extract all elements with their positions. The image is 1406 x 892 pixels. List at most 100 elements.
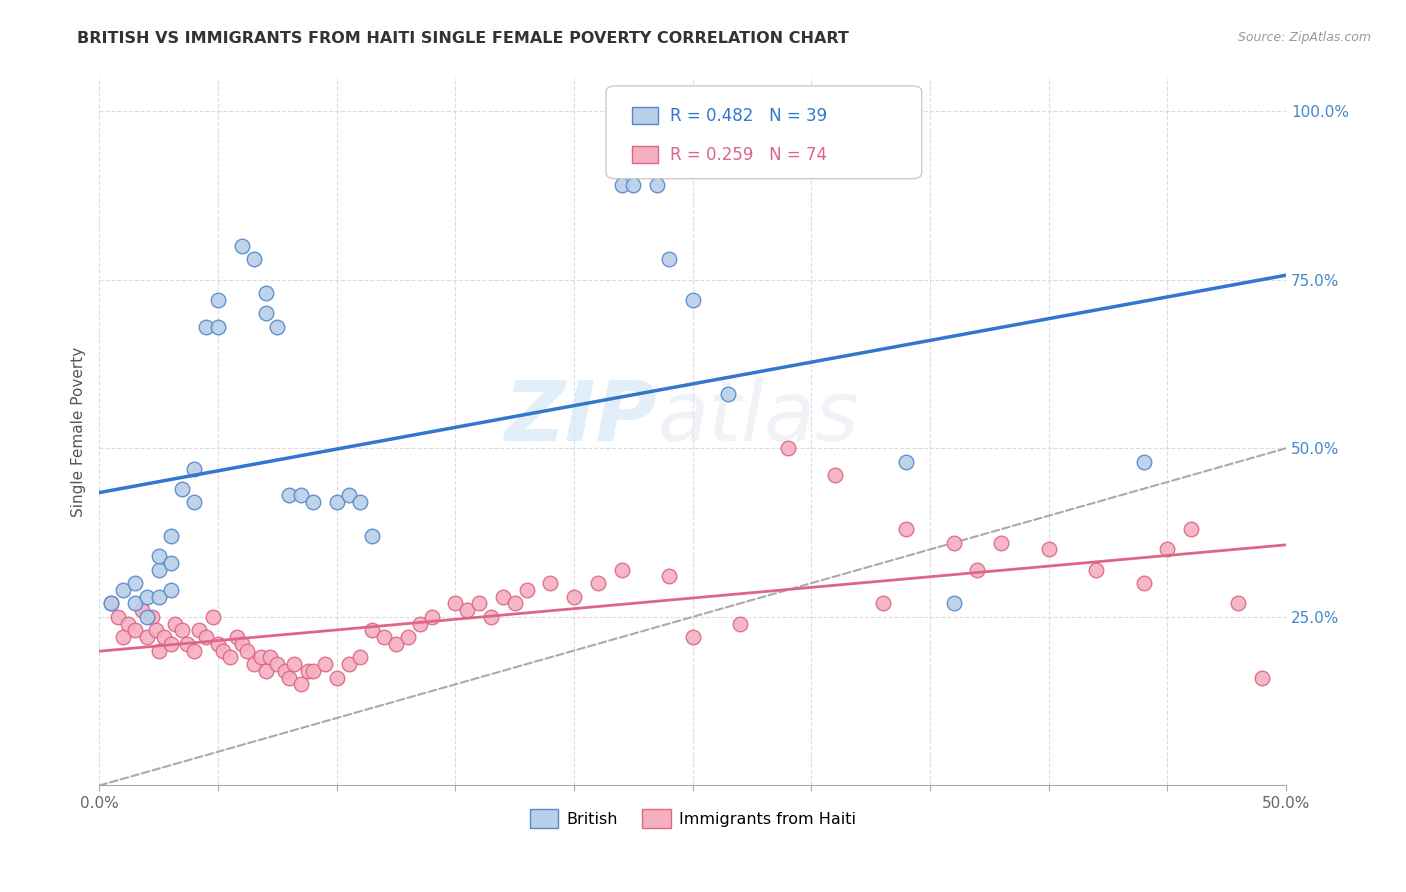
- Point: [183, 495, 205, 509]
- Point: [776, 442, 799, 456]
- Point: [297, 664, 319, 678]
- Point: [717, 387, 740, 401]
- Point: [290, 677, 312, 691]
- Point: [1227, 596, 1250, 610]
- Point: [538, 576, 561, 591]
- Point: [172, 624, 194, 638]
- Point: [254, 664, 277, 678]
- Point: [226, 630, 249, 644]
- Point: [872, 596, 894, 610]
- Point: [242, 657, 264, 671]
- Point: [373, 630, 395, 644]
- Text: atlas: atlas: [657, 376, 859, 458]
- Point: [273, 664, 295, 678]
- Point: [188, 624, 211, 638]
- Point: [349, 650, 371, 665]
- Point: [516, 582, 538, 597]
- Point: [135, 610, 157, 624]
- Point: [409, 616, 432, 631]
- Point: [1085, 563, 1108, 577]
- Point: [326, 495, 349, 509]
- Point: [456, 603, 478, 617]
- Point: [278, 671, 301, 685]
- Point: [148, 549, 170, 564]
- Point: [824, 468, 846, 483]
- Point: [385, 637, 408, 651]
- Point: [420, 610, 443, 624]
- Point: [610, 178, 633, 193]
- Text: Source: ZipAtlas.com: Source: ZipAtlas.com: [1237, 31, 1371, 45]
- Point: [621, 178, 644, 193]
- Point: [141, 610, 163, 624]
- FancyBboxPatch shape: [633, 107, 658, 124]
- Point: [290, 488, 312, 502]
- Point: [159, 582, 181, 597]
- Point: [176, 637, 198, 651]
- Legend: British, Immigrants from Haiti: British, Immigrants from Haiti: [523, 803, 862, 834]
- Point: [148, 643, 170, 657]
- Point: [990, 535, 1012, 549]
- Point: [266, 657, 288, 671]
- Point: [302, 495, 325, 509]
- Point: [165, 616, 187, 631]
- Point: [468, 596, 491, 610]
- Point: [131, 603, 153, 617]
- Point: [682, 630, 704, 644]
- Point: [183, 643, 205, 657]
- Point: [159, 556, 181, 570]
- Point: [254, 286, 277, 301]
- Point: [152, 630, 174, 644]
- Point: [107, 610, 129, 624]
- Point: [896, 522, 918, 536]
- Point: [254, 306, 277, 320]
- Point: [135, 630, 157, 644]
- Text: R = 0.482   N = 39: R = 0.482 N = 39: [671, 107, 827, 125]
- Point: [586, 576, 609, 591]
- Point: [1132, 455, 1154, 469]
- FancyBboxPatch shape: [606, 86, 922, 178]
- Point: [135, 590, 157, 604]
- Point: [112, 630, 135, 644]
- Point: [610, 563, 633, 577]
- Point: [361, 624, 384, 638]
- Point: [172, 482, 194, 496]
- Point: [337, 488, 360, 502]
- Point: [195, 320, 218, 334]
- Point: [148, 563, 170, 577]
- Point: [1038, 542, 1060, 557]
- Text: BRITISH VS IMMIGRANTS FROM HAITI SINGLE FEMALE POVERTY CORRELATION CHART: BRITISH VS IMMIGRANTS FROM HAITI SINGLE …: [77, 31, 849, 46]
- Point: [231, 239, 253, 253]
- Text: ZIP: ZIP: [505, 376, 657, 458]
- Point: [231, 637, 253, 651]
- Point: [159, 529, 181, 543]
- Point: [202, 610, 225, 624]
- Point: [100, 596, 122, 610]
- Point: [112, 582, 135, 597]
- Point: [283, 657, 305, 671]
- Point: [349, 495, 371, 509]
- Point: [658, 252, 681, 267]
- Point: [337, 657, 360, 671]
- Point: [259, 650, 281, 665]
- Point: [278, 488, 301, 502]
- Point: [145, 624, 167, 638]
- Point: [235, 643, 257, 657]
- Point: [249, 650, 271, 665]
- Point: [1156, 542, 1178, 557]
- Point: [148, 590, 170, 604]
- Point: [207, 320, 229, 334]
- Point: [645, 178, 668, 193]
- Point: [183, 461, 205, 475]
- Point: [302, 664, 325, 678]
- Point: [492, 590, 515, 604]
- Point: [444, 596, 467, 610]
- Point: [117, 616, 139, 631]
- Point: [658, 569, 681, 583]
- Point: [100, 596, 122, 610]
- Point: [266, 320, 288, 334]
- Point: [326, 671, 349, 685]
- Point: [124, 596, 146, 610]
- Point: [1132, 576, 1154, 591]
- Text: R = 0.259   N = 74: R = 0.259 N = 74: [671, 145, 827, 164]
- Point: [896, 455, 918, 469]
